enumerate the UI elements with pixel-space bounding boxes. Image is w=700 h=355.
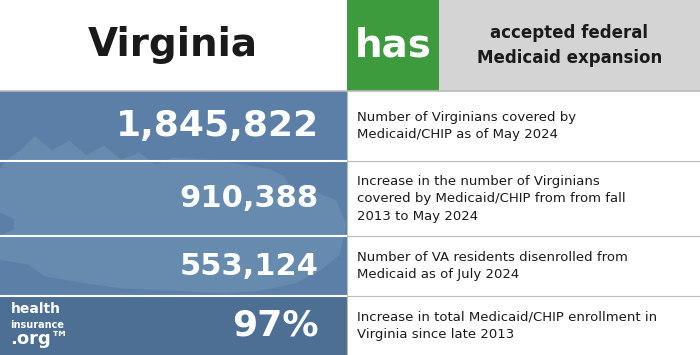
Text: 97%: 97% <box>232 308 318 342</box>
Bar <box>0 0 346 91</box>
Text: Increase in the number of Virginians
covered by Medicaid/CHIP from from fall
201: Increase in the number of Virginians cov… <box>357 175 626 223</box>
Text: Increase in total Medicaid/CHIP enrollment in
Virginia since late 2013: Increase in total Medicaid/CHIP enrollme… <box>357 310 657 340</box>
Bar <box>346 161 700 236</box>
Bar <box>439 0 700 91</box>
Bar <box>0 161 346 236</box>
Bar <box>0 236 346 296</box>
Bar <box>0 296 346 355</box>
Text: 1,845,822: 1,845,822 <box>116 109 318 143</box>
Text: Virginia: Virginia <box>88 26 258 64</box>
Bar <box>346 296 700 355</box>
Bar <box>0 91 346 161</box>
Text: insurance: insurance <box>10 320 64 329</box>
Text: accepted federal
Medicaid expansion: accepted federal Medicaid expansion <box>477 24 662 67</box>
Polygon shape <box>0 136 346 293</box>
Text: .org™: .org™ <box>10 331 69 349</box>
Text: 910,388: 910,388 <box>180 184 318 213</box>
Text: health: health <box>10 302 60 316</box>
Bar <box>346 0 439 91</box>
Text: has: has <box>354 26 431 64</box>
Bar <box>346 236 700 296</box>
Text: 553,124: 553,124 <box>180 252 318 280</box>
Text: Number of Virginians covered by
Medicaid/CHIP as of May 2024: Number of Virginians covered by Medicaid… <box>357 110 576 141</box>
Bar <box>346 91 700 161</box>
Text: Number of VA residents disenrolled from
Medicaid as of July 2024: Number of VA residents disenrolled from … <box>357 251 628 281</box>
